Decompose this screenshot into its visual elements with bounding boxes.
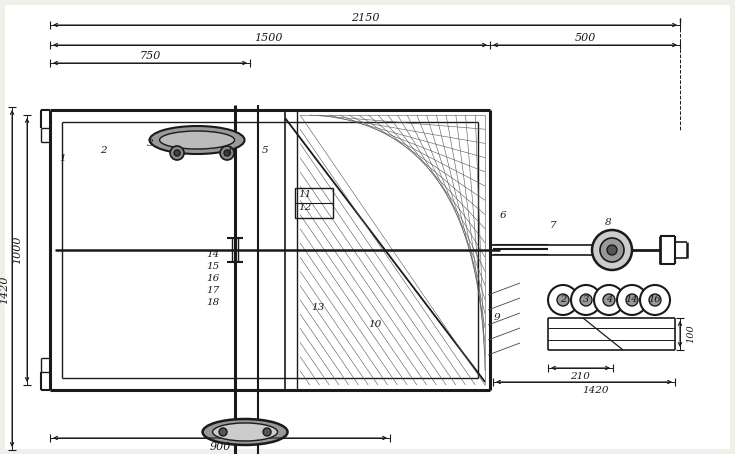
Text: 3: 3 — [147, 138, 154, 148]
Text: 1: 1 — [60, 153, 66, 163]
Text: 14: 14 — [625, 296, 638, 305]
Text: 7: 7 — [550, 221, 556, 230]
Circle shape — [640, 285, 670, 315]
Circle shape — [594, 285, 624, 315]
Circle shape — [219, 428, 227, 436]
Text: 210: 210 — [570, 372, 590, 381]
Circle shape — [557, 294, 569, 306]
Circle shape — [224, 150, 230, 156]
Text: 8: 8 — [605, 217, 612, 227]
Circle shape — [617, 285, 647, 315]
Text: 750: 750 — [140, 51, 161, 61]
Text: 13: 13 — [312, 303, 325, 312]
Text: 6: 6 — [500, 211, 506, 219]
Text: 1420: 1420 — [0, 276, 9, 304]
Text: 10: 10 — [368, 321, 381, 330]
Text: 4: 4 — [606, 296, 612, 305]
Circle shape — [174, 150, 180, 156]
Circle shape — [600, 238, 624, 262]
Text: 14: 14 — [207, 251, 220, 260]
Ellipse shape — [212, 423, 278, 441]
Text: 9: 9 — [494, 314, 501, 322]
Circle shape — [649, 294, 661, 306]
Circle shape — [263, 428, 271, 436]
Circle shape — [580, 294, 592, 306]
Text: 16: 16 — [649, 296, 662, 305]
Circle shape — [548, 285, 578, 315]
Ellipse shape — [149, 126, 245, 154]
Text: 15: 15 — [207, 262, 220, 271]
Text: 100: 100 — [686, 325, 695, 343]
Circle shape — [170, 146, 184, 160]
Circle shape — [220, 146, 234, 160]
Circle shape — [626, 294, 638, 306]
Bar — [295, 188, 333, 218]
Circle shape — [592, 230, 632, 270]
Ellipse shape — [159, 131, 234, 149]
Text: 5: 5 — [262, 146, 268, 154]
Text: 2150: 2150 — [351, 13, 379, 23]
Circle shape — [571, 285, 601, 315]
Text: 1420: 1420 — [583, 386, 609, 395]
Circle shape — [607, 245, 617, 255]
Text: 11: 11 — [298, 189, 312, 198]
Text: 500: 500 — [574, 33, 595, 43]
Text: 900: 900 — [209, 442, 231, 452]
Text: 2: 2 — [100, 146, 107, 154]
Circle shape — [603, 294, 615, 306]
Ellipse shape — [203, 419, 287, 445]
Text: 16: 16 — [207, 275, 220, 283]
Text: 3: 3 — [583, 296, 589, 305]
Text: 4: 4 — [225, 148, 232, 157]
Text: 17: 17 — [207, 286, 220, 296]
Text: 12: 12 — [298, 202, 312, 212]
Text: 18: 18 — [207, 298, 220, 307]
Text: 2: 2 — [560, 296, 566, 305]
Text: 1500: 1500 — [254, 33, 282, 43]
Text: 1000: 1000 — [12, 236, 22, 264]
